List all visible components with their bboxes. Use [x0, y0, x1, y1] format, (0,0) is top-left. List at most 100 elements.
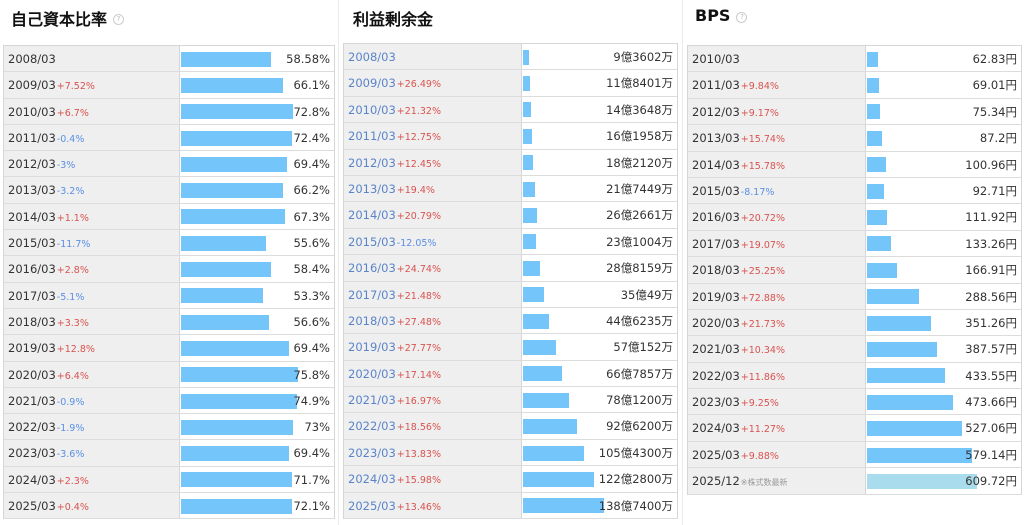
table-row: 2012/03+12.45% 18億2120万 — [344, 149, 677, 176]
equity-ratio-table: 2008/03 58.58% 2009/03+7.52% 66.1% 2010/03+6… — [3, 45, 335, 520]
value-bar — [523, 102, 531, 118]
value-bar — [867, 421, 962, 437]
table-row: 2011/03-0.4% 72.4% — [4, 124, 334, 152]
period-label: 2016/03 — [692, 210, 740, 225]
change-rate: +15.74% — [740, 134, 785, 146]
period-label: 2020/03 — [8, 367, 56, 382]
change-rate: +27.77% — [396, 343, 441, 355]
period-cell: 2011/03+12.75% — [344, 123, 522, 149]
period-label[interactable]: 2009/03 — [348, 76, 396, 91]
period-label[interactable]: 2017/03 — [348, 287, 396, 302]
period-cell: 2022/03+11.86% — [688, 362, 866, 389]
change-rate: -0.9% — [56, 396, 85, 408]
change-rate: +2.3% — [56, 475, 89, 487]
table-row: 2018/03+25.25% 166.91円 — [688, 257, 1021, 284]
value-label: 21億7449万 — [606, 181, 673, 196]
period-label[interactable]: 2016/03 — [348, 261, 396, 276]
value-label: 609.72円 — [965, 474, 1017, 489]
panel-divider — [682, 0, 683, 525]
period-label: 2019/03 — [8, 341, 56, 356]
change-rate: +20.72% — [740, 213, 785, 225]
value-label: 35億49万 — [620, 287, 673, 302]
change-rate: +6.4% — [56, 370, 89, 382]
period-label[interactable]: 2022/03 — [348, 419, 396, 434]
value-label: 92億6200万 — [606, 419, 673, 434]
period-label[interactable]: 2008/03 — [348, 50, 396, 64]
help-icon[interactable]: ? — [113, 14, 125, 25]
period-label: 2021/03 — [8, 393, 56, 408]
period-cell: 2019/03+72.88% — [688, 283, 866, 309]
period-label[interactable]: 2018/03 — [348, 313, 396, 328]
panel-title-text: BPS — [695, 6, 731, 25]
period-cell: 2011/03-0.4% — [4, 124, 180, 151]
table-row: 2025/12※株式数最新 609.72円 — [688, 468, 1021, 495]
period-label: 2008/03 — [8, 52, 56, 66]
change-rate: +13.46% — [396, 501, 441, 513]
period-label[interactable]: 2021/03 — [348, 393, 396, 408]
change-rate: +16.97% — [396, 396, 441, 408]
table-row: 2020/03+17.14% 66億7857万 — [344, 360, 677, 388]
change-rate: +15.78% — [740, 160, 785, 172]
period-cell: 2016/03+24.74% — [344, 255, 522, 281]
value-label: 26億2661万 — [606, 208, 673, 223]
value-label: 71.7% — [293, 472, 330, 487]
period-cell: 2024/03+11.27% — [688, 415, 866, 441]
period-label: 2022/03 — [8, 420, 56, 435]
period-label[interactable]: 2010/03 — [348, 102, 396, 117]
period-label: 2013/03 — [692, 131, 740, 146]
period-cell: 2010/03 — [688, 46, 866, 72]
value-label: 18億2120万 — [606, 155, 673, 170]
period-label[interactable]: 2014/03 — [348, 208, 396, 223]
period-cell: 2014/03+20.79% — [344, 202, 522, 228]
period-label[interactable]: 2012/03 — [348, 155, 396, 170]
table-row: 2022/03+18.56% 92億6200万 — [344, 413, 677, 440]
period-label[interactable]: 2025/03 — [348, 498, 396, 513]
value-bar — [523, 181, 535, 197]
table-row: 2015/03-12.05% 23億1004万 — [344, 228, 677, 256]
value-label: 66.1% — [293, 78, 330, 93]
panel-title-text: 自己資本比率 — [11, 10, 108, 29]
period-cell: 2009/03+7.52% — [4, 72, 180, 98]
period-label: 2009/03 — [8, 78, 56, 93]
table-row: 2025/03+0.4% 72.1% — [4, 493, 334, 520]
table-row: 2011/03+12.75% 16億1958万 — [344, 123, 677, 150]
period-cell: 2020/03+6.4% — [4, 361, 180, 387]
period-label[interactable]: 2023/03 — [348, 445, 396, 460]
period-cell: 2023/03-3.6% — [4, 440, 180, 466]
period-label[interactable]: 2015/03 — [348, 234, 396, 249]
value-bar — [523, 234, 536, 250]
change-rate: +13.83% — [396, 448, 441, 460]
panel-title: BPS ? — [695, 6, 748, 25]
period-label[interactable]: 2013/03 — [348, 181, 396, 196]
change-rate: +72.88% — [740, 292, 785, 304]
period-label[interactable]: 2019/03 — [348, 340, 396, 355]
table-row: 2019/03+27.77% 57億152万 — [344, 334, 677, 361]
value-label: 11億8401万 — [606, 76, 673, 91]
table-row: 2010/03+6.7% 72.8% — [4, 98, 334, 125]
value-bar — [181, 288, 263, 304]
period-cell: 2020/03+21.73% — [688, 309, 866, 336]
help-icon[interactable]: ? — [736, 11, 748, 23]
period-cell: 2012/03+9.17% — [688, 98, 866, 125]
change-rate: +15.98% — [396, 475, 441, 487]
value-label: 166.91円 — [965, 263, 1017, 278]
period-label: 2023/03 — [692, 395, 740, 410]
table-row: 2009/03+26.49% 11億8401万 — [344, 70, 677, 97]
period-label[interactable]: 2011/03 — [348, 129, 396, 144]
change-rate: +12.8% — [56, 344, 95, 356]
value-bar — [181, 235, 266, 251]
value-bar — [523, 208, 537, 224]
period-label: 2014/03 — [692, 157, 740, 172]
period-label[interactable]: 2024/03 — [348, 472, 396, 487]
value-bar — [181, 419, 293, 435]
value-bar — [181, 314, 269, 330]
change-rate: +11.27% — [740, 424, 785, 436]
period-cell: 2008/03 — [4, 46, 180, 72]
table-row: 2024/03+15.98% 122億2800万 — [344, 466, 677, 493]
table-row: 2013/03+19.4% 21億7449万 — [344, 175, 677, 203]
change-rate: +12.45% — [396, 158, 441, 170]
period-label[interactable]: 2020/03 — [348, 366, 396, 381]
value-bar — [867, 262, 897, 278]
table-row: 2023/03+9.25% 473.66円 — [688, 389, 1021, 416]
value-bar — [867, 394, 953, 410]
